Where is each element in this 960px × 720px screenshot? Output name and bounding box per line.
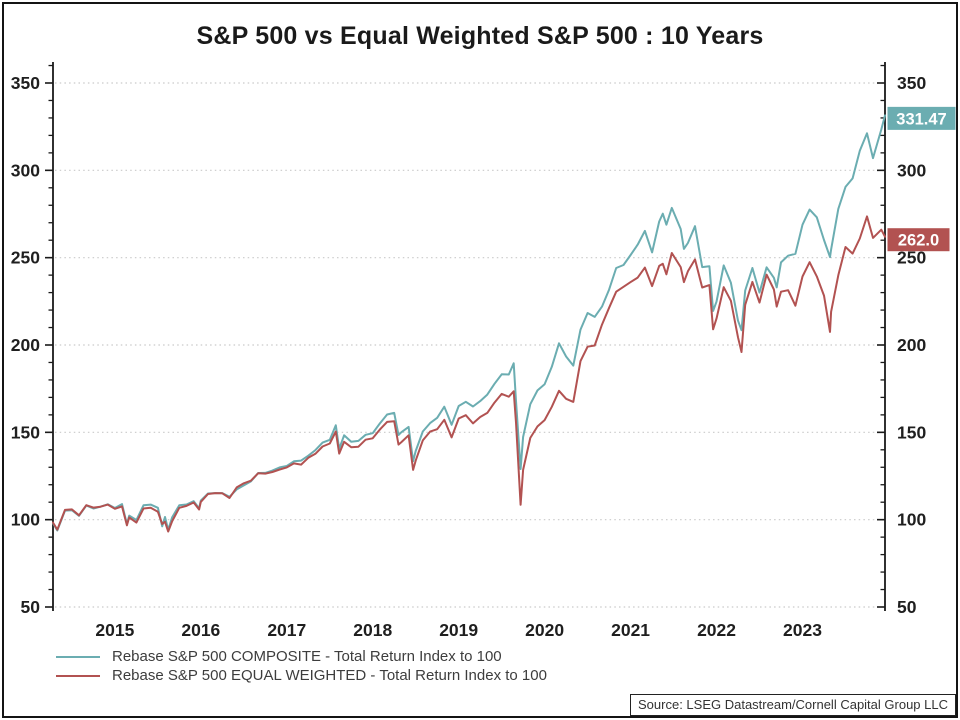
x-axis-label: 2023	[783, 620, 822, 640]
y-axis-label-right: 250	[897, 248, 926, 268]
legend-item-composite: Rebase S&P 500 COMPOSITE - Total Return …	[56, 647, 547, 666]
y-axis-label-left: 150	[11, 422, 40, 442]
x-axis-label: 2022	[697, 620, 736, 640]
y-axis-label-right: 150	[897, 422, 926, 442]
equal-weighted-line-swatch	[56, 674, 100, 677]
x-axis-label: 2021	[611, 620, 650, 640]
end-value-badge-label: 331.47	[896, 110, 946, 128]
y-axis-label-left: 200	[11, 335, 40, 355]
y-axis-label-right: 300	[897, 160, 926, 180]
y-axis-label-right: 50	[897, 597, 917, 617]
series-line	[52, 215, 886, 533]
legend-label-equal-weighted: Rebase S&P 500 EQUAL WEIGHTED - Total Re…	[112, 667, 547, 684]
y-axis-label-left: 300	[11, 160, 40, 180]
end-value-badge-label: 262.0	[898, 232, 939, 250]
legend-label-composite: Rebase S&P 500 COMPOSITE - Total Return …	[112, 648, 502, 665]
y-axis-label-right: 200	[897, 335, 926, 355]
composite-line-swatch	[56, 655, 100, 658]
y-axis-label-left: 350	[11, 73, 40, 93]
legend: Rebase S&P 500 COMPOSITE - Total Return …	[56, 647, 547, 685]
legend-item-equal-weighted: Rebase S&P 500 EQUAL WEIGHTED - Total Re…	[56, 666, 547, 685]
end-value-badge	[887, 228, 950, 252]
chart-title: S&P 500 vs Equal Weighted S&P 500 : 10 Y…	[196, 22, 764, 50]
series-line	[52, 114, 886, 532]
y-axis-label-right: 350	[897, 73, 926, 93]
end-value-badge	[887, 106, 956, 130]
x-axis-label: 2017	[267, 620, 306, 640]
x-axis-label: 2019	[439, 620, 478, 640]
x-axis-label: 2020	[525, 620, 564, 640]
x-axis-label: 2018	[353, 620, 392, 640]
x-axis-label: 2016	[181, 620, 220, 640]
x-axis-label: 2015	[95, 620, 134, 640]
y-axis-label-left: 250	[11, 248, 40, 268]
source-note: Source: LSEG Datastream/Cornell Capital …	[630, 694, 956, 716]
y-axis-label-right: 100	[897, 510, 926, 530]
y-axis-label-left: 100	[11, 510, 40, 530]
y-axis-label-left: 50	[21, 597, 41, 617]
